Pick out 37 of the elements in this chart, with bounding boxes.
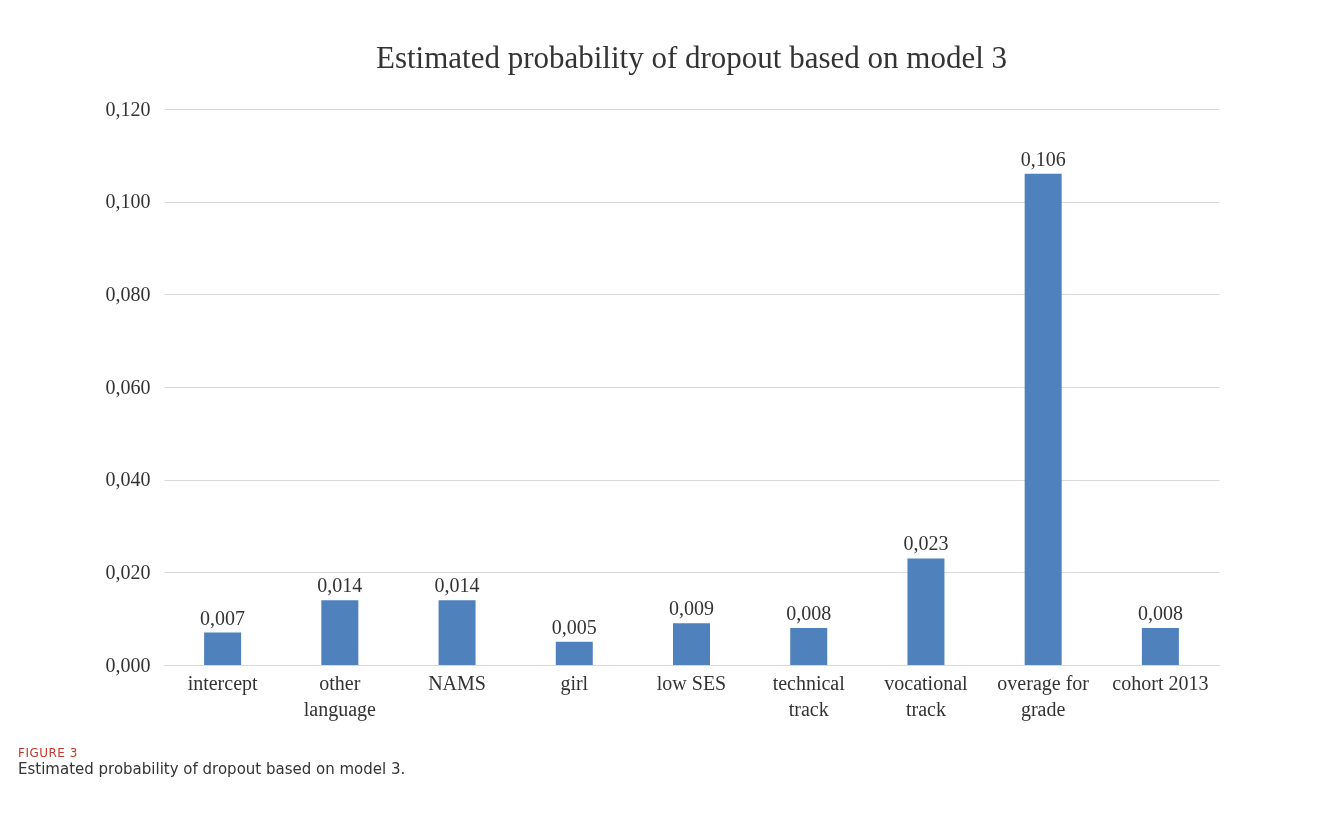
y-tick-label: 0,060 <box>105 375 151 398</box>
y-tick-label: 0,000 <box>105 653 151 676</box>
x-tick-label: girl <box>560 671 589 695</box>
x-tick-label: intercept <box>187 671 259 695</box>
data-label: 0,008 <box>1137 601 1183 624</box>
data-label: 0,023 <box>903 532 949 555</box>
bar <box>321 600 359 665</box>
y-tick-label: 0,100 <box>105 190 151 213</box>
x-tick-label: overage for grade <box>997 671 1090 721</box>
data-label: 0,014 <box>317 574 363 597</box>
chart-title: Estimated probability of dropout based on model 3 <box>375 40 1008 75</box>
bar <box>907 558 945 665</box>
bar <box>673 623 710 665</box>
data-label: 0,014 <box>434 574 480 597</box>
y-tick-label: 0,020 <box>105 560 151 583</box>
x-tick-label: low SES <box>656 671 727 694</box>
x-tick-label: other language <box>303 671 377 721</box>
text: Estimated probability of dropout based on model 3. <box>18 760 407 778</box>
x-tick-label: technical track <box>772 671 846 720</box>
data-label: 0,005 <box>551 615 597 638</box>
x-tick-label: cohort 2013 <box>1112 671 1209 694</box>
data-label: 0,009 <box>669 597 714 620</box>
caption: FIGURE 3 <box>18 746 79 760</box>
bar <box>790 627 828 665</box>
y-tick-label: 0,040 <box>105 468 151 491</box>
data-label: 0,008 <box>786 601 832 624</box>
y-tick-label: 0,080 <box>105 282 151 305</box>
data-label: 0,007 <box>200 606 246 629</box>
bar <box>555 641 593 665</box>
bar <box>1141 627 1179 665</box>
y-tick-label: 0,120 <box>105 97 151 120</box>
bar <box>204 632 242 665</box>
x-tick-label: vocational track <box>884 671 969 720</box>
x-tick-label: NAMS <box>428 671 486 694</box>
bar <box>1024 173 1062 665</box>
data-label: 0,106 <box>1020 147 1066 170</box>
bar <box>438 600 476 665</box>
